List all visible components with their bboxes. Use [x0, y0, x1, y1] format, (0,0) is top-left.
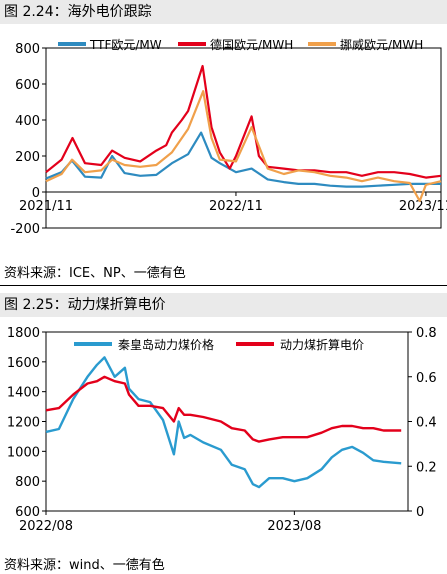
x-tick-label: 2021/11: [19, 199, 73, 214]
y-left-tick-label: 1200: [7, 416, 40, 431]
x-tick-label: 2022/08: [19, 519, 73, 534]
series-line-2: [45, 375, 402, 443]
y-tick-label: 400: [15, 114, 40, 129]
series-line-3: [45, 90, 442, 203]
y-left-tick-label: 1600: [7, 356, 40, 371]
legend-label: 动力煤折算电价: [280, 337, 364, 352]
y-right-tick-label: 0.6: [416, 371, 437, 386]
figure-title: 图 2.24：海外电价跟踪: [0, 0, 447, 24]
y-right-tick-label: 0.8: [416, 326, 437, 341]
source-note: 资料来源：wind、一德有色: [4, 558, 165, 573]
chart-overseas-power-prices: 800 600 400 200 0 -200 2021/11 2022/11 2023/11 TT…: [10, 37, 447, 237]
chart-coal-converted-power-price: 1800 1600 1400 1200 1000 800 600 0.8 0.6 0.4 0.2 0 2…: [7, 326, 437, 534]
legend-label: 德国欧元/MWH: [210, 37, 293, 52]
y-right-tick-label: 0: [416, 505, 424, 520]
y-left-tick-label: 600: [15, 505, 40, 520]
legend-label: 挪威欧元/MWH: [340, 38, 423, 52]
legend-label: TTF欧元/MW: [89, 38, 162, 52]
plot-frame: [45, 331, 409, 512]
x-tick-label: 2023/08: [267, 519, 321, 534]
y-tick-label: -200: [10, 222, 40, 237]
y-right-tick-label: 0.4: [416, 416, 437, 431]
y-left-tick-label: 1800: [7, 326, 40, 341]
divider: [0, 285, 447, 286]
source-note: 资料来源：ICE、NP、一德有色: [4, 266, 186, 281]
plot-frame: [45, 47, 442, 229]
y-left-tick-label: 1000: [7, 445, 40, 460]
y-left-tick-label: 800: [15, 475, 40, 490]
x-tick-label: 2023/11: [399, 199, 447, 214]
y-tick-label: 0: [32, 186, 40, 201]
y-tick-label: 800: [15, 42, 40, 57]
series-line-1: [45, 356, 402, 489]
series-line-2: [45, 64, 442, 179]
y-tick-label: 200: [15, 150, 40, 165]
y-left-tick-label: 1400: [7, 386, 40, 401]
legend-label: 秦皇岛动力煤价格: [118, 337, 214, 352]
x-tick-label: 2022/11: [209, 199, 263, 214]
y-right-tick-label: 0.2: [416, 460, 437, 475]
y-tick-label: 600: [15, 78, 40, 93]
figure-title: 图 2.25：动力煤折算电价: [0, 293, 447, 317]
